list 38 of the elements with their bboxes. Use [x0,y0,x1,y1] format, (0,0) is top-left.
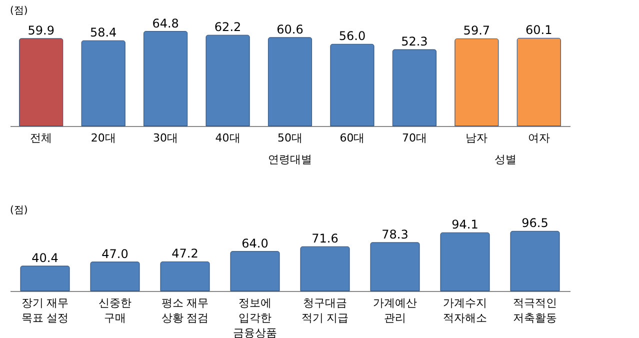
x-tick-label: 정보에 입각한 금융상품 [233,296,277,338]
data-label: 78.3 [382,227,408,242]
text: 연령대별 [268,153,312,166]
y-axis-title: (점) [10,205,28,216]
data-label: 64.0 [242,236,268,250]
x-tick-label: 남자 [466,132,488,144]
data-label: 96.5 [522,216,548,230]
data-label: 59.9 [28,23,54,38]
data-label: 47.0 [102,246,128,261]
x-tick-label: 장기 재무 목표 설정 [21,296,69,324]
data-label: 59.7 [463,24,490,38]
data-label: 40.4 [32,250,58,265]
data-label: 47.2 [172,246,198,261]
x-tick-label: 30대 [153,132,178,144]
data-label: 94.1 [452,218,478,232]
x-tick-label: 전체 [30,132,52,144]
data-label: 60.6 [276,22,304,36]
x-tick-label: 60대 [340,132,365,144]
data-label: 58.4 [90,26,117,40]
data-label: 62.2 [214,20,242,34]
x-tick-label: 가계예산 관리 [373,296,417,324]
data-label: 64.8 [152,16,179,30]
x-tick-label: 적극적인 저축활동 [513,296,557,324]
x-tick-label: 40대 [215,132,240,144]
text: 성별 [494,153,517,166]
data-label: 56.0 [338,29,366,44]
x-tick-label: 70대 [402,132,427,144]
data-label: 52.3 [401,34,428,49]
y-axis-title: (점) [10,5,28,16]
data-label: 60.1 [526,23,552,38]
x-tick-label: 가계수지 적자해소 [443,296,487,324]
x-tick-label: 20대 [90,132,116,144]
x-tick-label: 평소 재무 상황 점검 [161,296,209,324]
x-tick-label: 50대 [278,132,302,144]
data-label: 71.6 [312,232,338,246]
x-tick-label: 여자 [528,132,550,144]
x-tick-label: 신중한 구매 [98,296,132,324]
x-tick-label: 청구대금 적기 지급 [301,296,349,324]
